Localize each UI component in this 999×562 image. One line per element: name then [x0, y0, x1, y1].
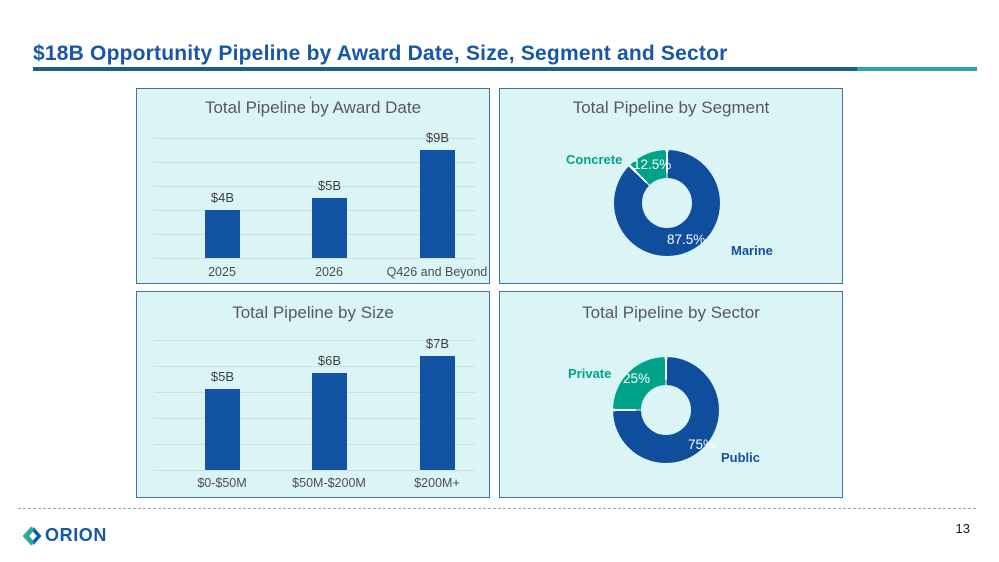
- donut-sector: [613, 357, 719, 463]
- orion-logo-text: ORION: [45, 525, 108, 545]
- slice-label-public: Public: [721, 450, 761, 465]
- axis-baseline: [154, 470, 476, 471]
- panel-size-chart: Total Pipeline by Size $5B $6B $7B $0-$5…: [136, 291, 490, 498]
- bar-0-50m: $5B: [205, 369, 240, 470]
- bar-plot-size: $5B $6B $7B: [152, 336, 478, 471]
- bar-value-label: $6B: [317, 352, 342, 368]
- footnote-marker: .: [309, 89, 313, 101]
- slice-pct-public: 75%: [688, 437, 716, 452]
- chart-title-segment: Total Pipeline by Segment: [500, 98, 842, 118]
- slice-label-marine: Marine: [731, 243, 773, 258]
- orion-logo: ORION: [22, 525, 107, 546]
- axis-baseline: [154, 258, 476, 259]
- x-axis-label: $50M-$200M: [292, 476, 366, 490]
- bar-2025: $4B: [205, 190, 240, 258]
- page-title: $18B Opportunity Pipeline by Award Date,…: [33, 42, 728, 65]
- bar-value-label: $9B: [425, 130, 450, 145]
- x-axis-label: 2026: [315, 265, 343, 279]
- panel-award-date-chart: Total Pipeline by Award Date . $4B $5B $…: [136, 88, 490, 284]
- bar-50m-200m: $6B: [312, 353, 347, 470]
- slice-pct-marine: 87.5%: [667, 232, 706, 247]
- donut-segment: [614, 150, 720, 256]
- chart-title-text: Total Pipeline by Award Date: [204, 98, 422, 117]
- title-underline-teal-segment: [857, 67, 977, 71]
- slice-label-private: Private: [568, 366, 612, 381]
- gridline: [154, 340, 476, 341]
- chart-title-text: Total Pipeline by Sector: [582, 303, 760, 322]
- page-number: 13: [955, 521, 970, 536]
- slice-pct-concrete: 12.5%: [633, 157, 672, 172]
- slice-label-concrete: Concrete: [566, 152, 623, 167]
- title-underline: [33, 67, 977, 71]
- gridline: [154, 366, 476, 367]
- gridline: [154, 138, 476, 139]
- bar-value-label: $7B: [425, 336, 450, 352]
- bar-q426-beyond: $9B: [420, 130, 455, 258]
- chart-title-award-date: Total Pipeline by Award Date: [137, 98, 489, 118]
- bar-2026: $5B: [312, 178, 347, 258]
- chart-title-sector: Total Pipeline by Sector: [500, 303, 842, 323]
- x-axis-label: 2025: [208, 265, 236, 279]
- footer-divider: [18, 508, 976, 509]
- chart-title-size: Total Pipeline by Size: [137, 303, 489, 323]
- gridline: [154, 162, 476, 163]
- panel-sector-chart: Total Pipeline by Sector Private 25% 75%…: [499, 291, 843, 498]
- x-axis-label: Q426 and Beyond: [386, 265, 488, 279]
- bar-plot-award-date: $4B $5B $9B: [152, 130, 478, 259]
- panel-segment-chart: Total Pipeline by Segment Concrete 12.5%…: [499, 88, 843, 284]
- bar-value-label: $4B: [210, 190, 235, 205]
- chart-title-text: Total Pipeline by Segment: [572, 98, 770, 117]
- chart-title-text: Total Pipeline by Size: [232, 303, 394, 322]
- bar-value-label: $5B: [317, 178, 342, 193]
- x-axis-label: $0-$50M: [197, 476, 247, 490]
- bar-value-label: $5B: [210, 368, 235, 384]
- orion-diamond-icon: [22, 526, 42, 545]
- slice-pct-private: 25%: [623, 371, 651, 386]
- x-axis-label: $200M+: [414, 476, 460, 490]
- title-underline-blue-segment: [33, 67, 857, 71]
- bar-200m-plus: $7B: [420, 336, 455, 470]
- gridline: [154, 186, 476, 187]
